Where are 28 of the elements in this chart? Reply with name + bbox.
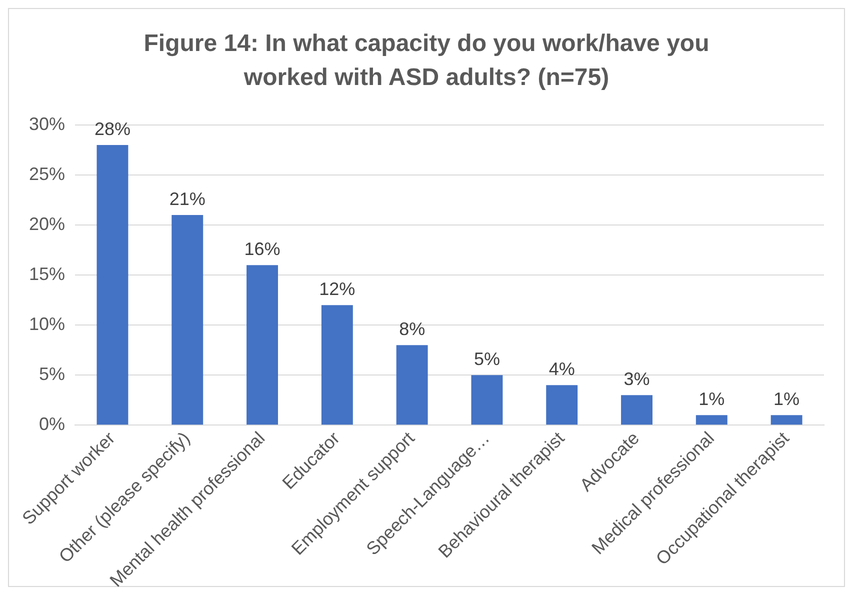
data-label: 1%	[698, 389, 725, 410]
bar	[246, 265, 278, 425]
data-label: 16%	[244, 239, 280, 260]
data-label: 5%	[474, 349, 500, 370]
y-tick-label: 10%	[28, 314, 66, 334]
bar	[172, 215, 204, 425]
y-tick-label: 20%	[28, 214, 66, 234]
data-label: 21%	[169, 189, 206, 210]
bar	[396, 345, 428, 425]
y-tick-label: 30%	[28, 114, 66, 134]
bar	[321, 305, 353, 425]
chart-title: Figure 14: In what capacity do you work/have you worked with ASD adults? (n=75)	[142, 29, 710, 93]
data-label: 12%	[319, 279, 356, 300]
data-label: 4%	[548, 359, 575, 380]
bar	[546, 385, 578, 425]
y-tick-label: 5%	[39, 364, 66, 384]
data-label: 1%	[774, 389, 800, 410]
bar	[770, 415, 802, 425]
y-tick-label: 0%	[39, 414, 66, 434]
y-tick-label: 15%	[28, 264, 66, 284]
data-label: 28%	[94, 118, 130, 139]
bar	[96, 145, 128, 425]
data-label: 3%	[624, 369, 650, 390]
y-tick-label: 25%	[28, 164, 66, 184]
bar	[696, 415, 728, 425]
bar	[621, 395, 652, 425]
bar	[471, 375, 503, 425]
data-label: 8%	[399, 319, 426, 340]
